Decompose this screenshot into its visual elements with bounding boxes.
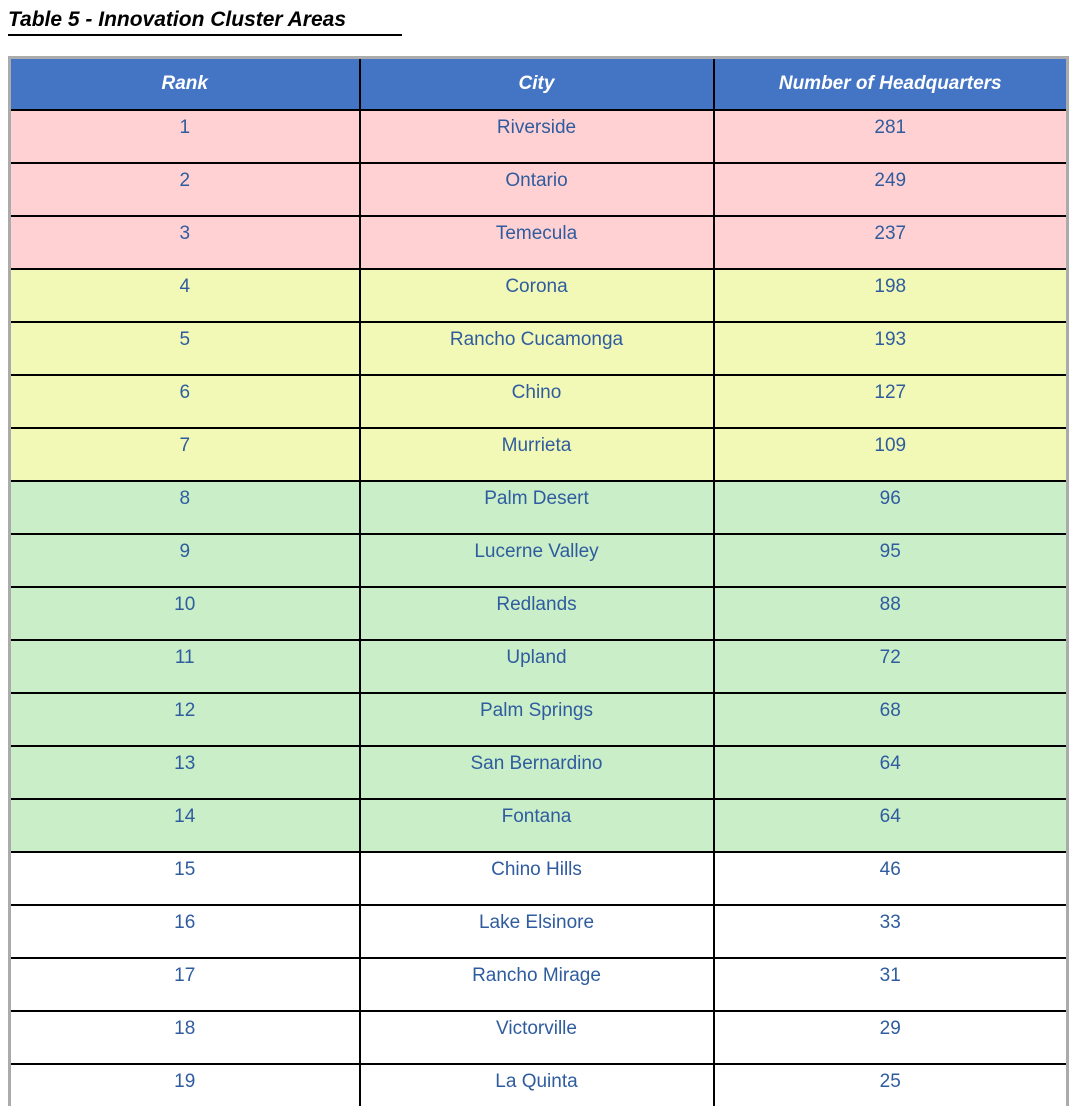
rank-cell: 15 — [8, 851, 361, 907]
table-row: 18 Victorville 29 — [8, 1010, 1069, 1066]
headquarters-cell: 198 — [712, 268, 1069, 324]
headquarters-cell: 25 — [712, 1063, 1069, 1106]
page-title: Table 5 - Innovation Cluster Areas — [8, 8, 403, 37]
headquarters-cell: 237 — [712, 215, 1069, 271]
rank-cell: 5 — [8, 321, 361, 377]
city-cell: Upland — [358, 639, 715, 695]
table-row: 14 Fontana 64 — [8, 798, 1069, 854]
table-row: 12 Palm Springs 68 — [8, 692, 1069, 748]
column-header-city: City — [358, 56, 715, 112]
city-cell: Lucerne Valley — [358, 533, 715, 589]
column-header-headquarters: Number of Headquarters — [712, 56, 1069, 112]
rank-cell: 12 — [8, 692, 361, 748]
headquarters-cell: 33 — [712, 904, 1069, 960]
rank-cell: 2 — [8, 162, 361, 218]
rank-cell: 17 — [8, 957, 361, 1013]
table-row: 1 Riverside 281 — [8, 109, 1069, 165]
city-cell: Chino — [358, 374, 715, 430]
rank-cell: 3 — [8, 215, 361, 271]
rank-cell: 6 — [8, 374, 361, 430]
table-row: 17 Rancho Mirage 31 — [8, 957, 1069, 1013]
table-row: 16 Lake Elsinore 33 — [8, 904, 1069, 960]
table-header-row: Rank City Number of Headquarters — [8, 56, 1069, 112]
table-row: 11 Upland 72 — [8, 639, 1069, 695]
city-cell: San Bernardino — [358, 745, 715, 801]
column-header-rank: Rank — [8, 56, 361, 112]
rank-cell: 14 — [8, 798, 361, 854]
headquarters-cell: 249 — [712, 162, 1069, 218]
headquarters-cell: 64 — [712, 798, 1069, 854]
city-cell: Palm Desert — [358, 480, 715, 536]
rank-cell: 18 — [8, 1010, 361, 1066]
headquarters-cell: 72 — [712, 639, 1069, 695]
table-row: 9 Lucerne Valley 95 — [8, 533, 1069, 589]
rank-cell: 10 — [8, 586, 361, 642]
headquarters-cell: 31 — [712, 957, 1069, 1013]
headquarters-cell: 193 — [712, 321, 1069, 377]
city-cell: Rancho Mirage — [358, 957, 715, 1013]
rank-cell: 9 — [8, 533, 361, 589]
rank-cell: 7 — [8, 427, 361, 483]
table-row: 3 Temecula 237 — [8, 215, 1069, 271]
innovation-cluster-table: Rank City Number of Headquarters 1 Rivers… — [8, 56, 1069, 1106]
city-cell: Temecula — [358, 215, 715, 271]
headquarters-cell: 64 — [712, 745, 1069, 801]
table-body: 1 Riverside 281 2 Ontario 249 3 Temecula 237 4 Cor… — [8, 109, 1069, 1106]
headquarters-cell: 68 — [712, 692, 1069, 748]
table-row: 10 Redlands 88 — [8, 586, 1069, 642]
rank-cell: 19 — [8, 1063, 361, 1106]
table-row: 19 La Quinta 25 — [8, 1063, 1069, 1106]
headquarters-cell: 95 — [712, 533, 1069, 589]
city-cell: Chino Hills — [358, 851, 715, 907]
headquarters-cell: 96 — [712, 480, 1069, 536]
rank-cell: 1 — [8, 109, 361, 165]
rank-cell: 4 — [8, 268, 361, 324]
headquarters-cell: 127 — [712, 374, 1069, 430]
rank-cell: 16 — [8, 904, 361, 960]
city-cell: Fontana — [358, 798, 715, 854]
city-cell: Riverside — [358, 109, 715, 165]
table-row: 5 Rancho Cucamonga 193 — [8, 321, 1069, 377]
city-cell: Lake Elsinore — [358, 904, 715, 960]
title-container: Table 5 - Innovation Cluster Areas — [0, 0, 1074, 37]
table-row: 8 Palm Desert 96 — [8, 480, 1069, 536]
city-cell: Murrieta — [358, 427, 715, 483]
city-cell: Palm Springs — [358, 692, 715, 748]
headquarters-cell: 29 — [712, 1010, 1069, 1066]
city-cell: Victorville — [358, 1010, 715, 1066]
headquarters-cell: 109 — [712, 427, 1069, 483]
headquarters-cell: 88 — [712, 586, 1069, 642]
city-cell: Ontario — [358, 162, 715, 218]
table-row: 13 San Bernardino 64 — [8, 745, 1069, 801]
city-cell: Redlands — [358, 586, 715, 642]
city-cell: La Quinta — [358, 1063, 715, 1106]
table-row: 2 Ontario 249 — [8, 162, 1069, 218]
headquarters-cell: 46 — [712, 851, 1069, 907]
city-cell: Rancho Cucamonga — [358, 321, 715, 377]
city-cell: Corona — [358, 268, 715, 324]
headquarters-cell: 281 — [712, 109, 1069, 165]
rank-cell: 13 — [8, 745, 361, 801]
table-row: 7 Murrieta 109 — [8, 427, 1069, 483]
table-row: 4 Corona 198 — [8, 268, 1069, 324]
table-row: 15 Chino Hills 46 — [8, 851, 1069, 907]
table-row: 6 Chino 127 — [8, 374, 1069, 430]
rank-cell: 8 — [8, 480, 361, 536]
rank-cell: 11 — [8, 639, 361, 695]
